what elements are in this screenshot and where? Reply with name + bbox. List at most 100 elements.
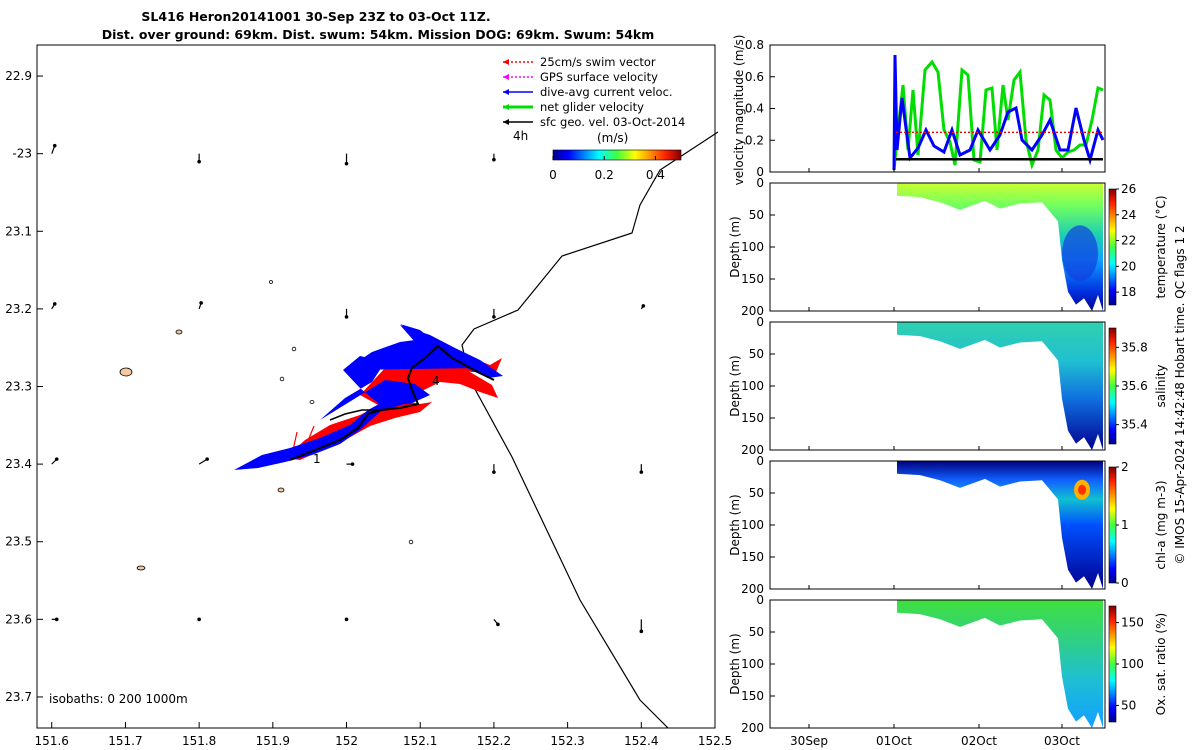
- legend-arrowhead: [503, 89, 509, 95]
- depth-section-panel: 0 50 100 150 200 Depth (m) 0 1 2 chl-a (mg m-3): [728, 454, 1168, 596]
- section-ytick-label: 100: [741, 240, 764, 254]
- section-feature: [1078, 484, 1086, 495]
- section-data: [897, 322, 1103, 450]
- section-data: [897, 461, 1103, 589]
- map-xtick-label: 152.1: [403, 734, 437, 748]
- legend-label: dive-avg current veloc.: [540, 85, 673, 99]
- section-ytick-label: 150: [741, 411, 764, 425]
- section-ylabel: Depth (m): [728, 216, 742, 277]
- colorbar-tick-label: 0.4: [646, 168, 665, 182]
- velocity-ytick-label: 0.6: [745, 70, 764, 84]
- section-colorbar-label: temperature (°C): [1154, 196, 1168, 299]
- map-ytick-label: 23.6: [5, 612, 32, 626]
- sfc-geo-velocity-arrows: [51, 143, 646, 634]
- sfc-geo-arrowhead: [496, 622, 500, 627]
- reef-island: [291, 346, 297, 352]
- velocity-ytick-label: 0.2: [745, 133, 764, 147]
- section-colorbar-tick: 1: [1121, 518, 1129, 532]
- map-xtick-label: 151.7: [108, 734, 142, 748]
- section-colorbar-label: salinity: [1154, 364, 1168, 407]
- map-xtick-label: 152: [335, 734, 358, 748]
- depth-section-panel: 0 50 100 150 200 Depth (m) 35.4 35.6 35.8 salinit…: [728, 315, 1168, 457]
- reef-island: [309, 400, 315, 404]
- section-ytick-label: 0: [756, 176, 764, 190]
- section-ytick-label: 50: [749, 625, 764, 639]
- velocity-panel: 0 0.2 0.4 0.6 0.8 velocity magnitude (m/s): [732, 35, 1106, 185]
- legend-arrowhead: [503, 59, 509, 65]
- map-title-line2: Dist. over ground: 69km. Dist. swum: 54k…: [102, 27, 655, 42]
- map-panel: SL416 Heron20141001 30-Sep 23Z to 03-Oct…: [5, 9, 732, 748]
- section-ytick-label: 150: [741, 689, 764, 703]
- section-ytick-label: 0: [756, 593, 764, 607]
- sfc-geo-arrowhead: [350, 462, 355, 466]
- reef-island: [119, 367, 133, 377]
- section-colorbar: [1108, 327, 1117, 445]
- section-colorbar-tick: 35.8: [1121, 340, 1148, 354]
- section-ytick-label: 50: [749, 486, 764, 500]
- colorbar-ticks: 0 0.2 0.4: [549, 156, 665, 182]
- isobath-line: [461, 131, 719, 729]
- map-xtick-label: 152.3: [550, 734, 584, 748]
- section-ylabel: Depth (m): [728, 494, 742, 555]
- map-xtick-label: 152.5: [698, 734, 732, 748]
- section-ytick-label: 0: [756, 454, 764, 468]
- section-ytick-label: 200: [741, 721, 764, 735]
- legend-label: GPS surface velocity: [540, 70, 658, 84]
- legend-arrowhead: [503, 104, 509, 110]
- velocity-ytick-label: 0: [756, 165, 764, 179]
- velocity-colorbar: [552, 149, 682, 161]
- sfc-geo-arrowhead: [639, 470, 644, 474]
- section-colorbar-tick: 150: [1121, 616, 1144, 630]
- series-dive-avg-current: [892, 54, 1105, 171]
- sfc-geo-arrowhead: [197, 159, 201, 164]
- map-xtick-label: 151.8: [182, 734, 216, 748]
- map-ytick-label: 23.1: [5, 224, 32, 238]
- reef-island: [269, 280, 273, 284]
- section-ytick-label: 50: [749, 208, 764, 222]
- sfc-geo-arrowhead: [344, 617, 349, 622]
- isobath-label: isobaths: 0 200 1000m: [49, 692, 188, 706]
- section-ytick-label: 100: [741, 379, 764, 393]
- sfc-geo-arrowhead: [492, 470, 496, 474]
- reef-island: [175, 329, 183, 335]
- reef-island: [279, 376, 285, 382]
- velocity-axes-box: [769, 44, 1106, 173]
- velocity-ticks: 0 0.2 0.4 0.6 0.8: [745, 38, 775, 179]
- current-vector-fan: [400, 325, 503, 378]
- map-xtick-label: 151.9: [256, 734, 290, 748]
- map-xtick-label: 151.6: [35, 734, 69, 748]
- map-title-line1: SL416 Heron20141001 30-Sep 23Z to 03-Oct…: [141, 9, 490, 24]
- section-colorbar-tick: 0: [1121, 576, 1129, 590]
- track-label-1: 1: [313, 452, 321, 466]
- section-ytick-label: 100: [741, 518, 764, 532]
- legend-arrowhead: [503, 119, 509, 125]
- map-ytick-label: 23.4: [5, 457, 32, 471]
- sfc-geo-arrowhead: [54, 617, 59, 622]
- map-ytick-label: 23.5: [5, 535, 32, 549]
- depth-section-panel: 0 50 100 150 200 Depth (m) 50 100 150 Ox. sat. ra…: [728, 593, 1168, 735]
- sfc-geo-arrowhead: [492, 157, 496, 162]
- glider-track-branch: [329, 407, 401, 421]
- map-ytick-label: 23.2: [5, 302, 32, 316]
- velocity-ytick-label: 0.4: [745, 102, 764, 116]
- section-colorbar-tick: 20: [1121, 259, 1136, 273]
- map-ytick-label: 23.3: [5, 380, 32, 394]
- glider-track: [289, 344, 495, 461]
- reef-island: [136, 565, 146, 571]
- track-label-4: 4: [432, 374, 440, 388]
- section-colorbar-tick: 18: [1121, 285, 1136, 299]
- sfc-geo-arrowhead: [52, 302, 57, 306]
- sfc-geo-arrowhead: [54, 457, 59, 461]
- section-colorbar-label: Ox. sat. ratio (%): [1154, 613, 1168, 715]
- time-tick-label: 30Sep: [790, 734, 828, 748]
- section-ytick-label: 100: [741, 657, 764, 671]
- map-ytick-label: -23: [12, 147, 32, 161]
- legend-arrowhead: [503, 74, 509, 80]
- map-xtick-label: 152.2: [477, 734, 511, 748]
- section-ytick-label: 200: [741, 304, 764, 318]
- time-tick-label: 01Oct: [876, 734, 912, 748]
- reef-island: [408, 539, 414, 545]
- section-feature: [1062, 225, 1098, 282]
- sfc-geo-arrowhead: [52, 143, 57, 148]
